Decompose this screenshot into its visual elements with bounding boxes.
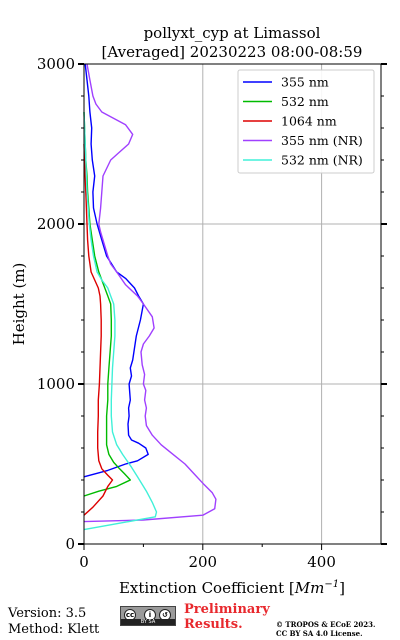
y-axis-label: Height (m) (10, 263, 28, 346)
y-tick-label: 3000 (37, 55, 75, 73)
x-axis-label-text: Extinction Coefficient [ (119, 579, 295, 597)
version-text: Version: 3.5 (8, 606, 87, 621)
copyright-notice: © TROPOS & ECoE 2023. CC BY SA 4.0 Licen… (276, 620, 375, 638)
x-tick-label: 200 (188, 553, 217, 571)
x-axis-label-unit: Mm (294, 579, 325, 597)
footer-info: Version: 3.5 Method: Klett (8, 606, 99, 638)
legend-label: 532 nm (NR) (281, 153, 363, 168)
copyright-line2: CC BY SA 4.0 License. (276, 629, 363, 638)
series-line (83, 143, 114, 516)
cc-license-badge: cc i ↺ BY SA (120, 606, 176, 626)
series-line (83, 63, 149, 478)
x-axis-label: Extinction Coefficient [Mm−1] (119, 579, 345, 597)
x-axis-label-close: ] (339, 579, 345, 597)
series-line (83, 111, 131, 497)
y-tick-label: 0 (65, 535, 75, 553)
legend-label: 355 nm (NR) (281, 133, 363, 148)
legend: 355 nm 532 nm 1064 nm 355 nm (NR) 532 nm (NR… (237, 69, 375, 174)
x-axis-label-sup: −1 (324, 579, 339, 590)
x-tick-label: 0 (79, 553, 89, 571)
y-tick-label: 2000 (37, 215, 75, 233)
legend-label: 1064 nm (281, 114, 337, 129)
extinction-chart: pollyxt_cyp at Limassol [Averaged] 20230… (10, 24, 387, 597)
axis-ticks: 0 200 400 0 1000 2000 3000 (37, 55, 387, 571)
preliminary-line1: Preliminary (184, 602, 270, 617)
preliminary-notice: Preliminary Results. (184, 602, 270, 632)
method-text: Method: Klett (8, 622, 100, 637)
legend-box (237, 69, 375, 174)
series-lines (83, 63, 217, 531)
copyright-line1: © TROPOS & ECoE 2023. (276, 620, 376, 629)
y-tick-label: 1000 (37, 375, 75, 393)
series-line (83, 63, 217, 523)
plot-frame (83, 63, 382, 545)
legend-label: 355 nm (281, 75, 329, 90)
cc-label: BY SA (121, 619, 175, 625)
series-line (83, 111, 158, 531)
chart-title-line2: [Averaged] 20230223 08:00-08:59 (102, 43, 363, 61)
legend-label: 532 nm (281, 94, 329, 109)
x-tick-label: 400 (307, 553, 336, 571)
preliminary-line2: Results. (184, 617, 243, 632)
chart-title-line1: pollyxt_cyp at Limassol (144, 24, 321, 42)
